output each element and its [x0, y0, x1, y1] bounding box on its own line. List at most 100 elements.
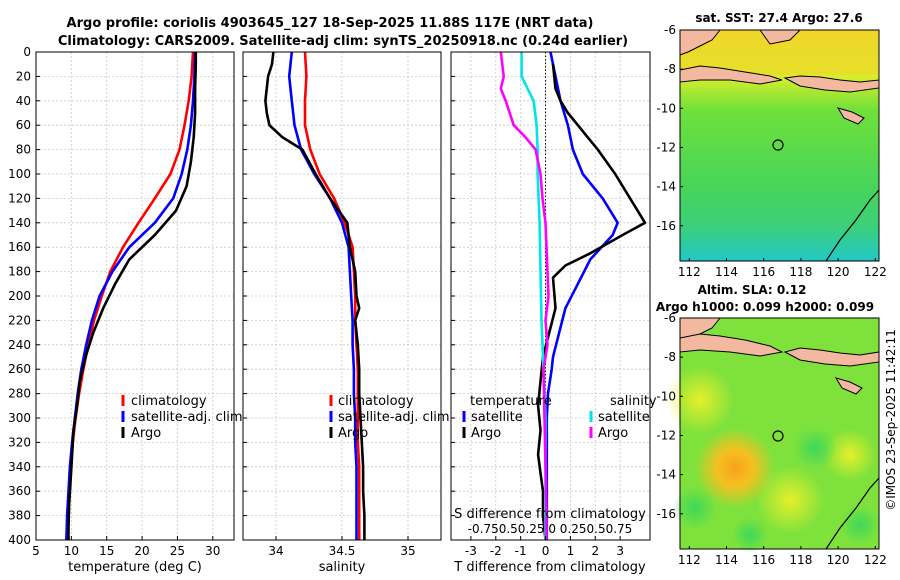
- legend-heading-temperature: temperature: [470, 394, 552, 409]
- y-tick-label: 380: [8, 509, 31, 523]
- x-tick-label: 1: [567, 544, 575, 558]
- sst-map-title: sat. SST: 27.4 Argo: 27.6: [695, 11, 862, 25]
- map-x-tick-label: 112: [678, 265, 701, 279]
- x-tick-label: -1: [515, 544, 527, 558]
- y-tick-label: 340: [8, 460, 31, 474]
- series-line-salinity-argo: [499, 51, 550, 540]
- difference-x-axis-label: T difference from climatology: [453, 560, 646, 575]
- sla-green-patch: [732, 517, 768, 553]
- series-line-temperature-argo: [536, 64, 647, 541]
- x-tick-label: 34.5: [329, 544, 356, 558]
- y-tick-label: 20: [16, 69, 31, 83]
- secondary-x-tick-labels: -0.750.50.25 0 0.250.50.75: [468, 522, 633, 536]
- salinity-legend: climatology satellite-adj. clim Argo: [329, 394, 450, 441]
- legend-label-satellite: satellite-adj. clim: [338, 410, 450, 425]
- x-tick-label: 0: [542, 544, 550, 558]
- map-y-tick-label: -6: [664, 23, 676, 37]
- legend-label-argo: Argo: [338, 426, 368, 441]
- x-tick-label: 10: [64, 544, 79, 558]
- y-tick-label: 180: [8, 265, 31, 279]
- y-tick-label: 40: [16, 94, 31, 108]
- map-y-tick-label: -10: [656, 389, 676, 403]
- series-line-argo: [67, 52, 198, 540]
- sla-green-patch: [793, 426, 837, 470]
- temperature-legend: climatology satellite-adj. clim Argo: [121, 394, 243, 441]
- secondary-x-axis-label: S difference from climatology: [454, 507, 646, 522]
- legend-label-s-satellite: satellite: [598, 410, 650, 425]
- map-x-tick-label: 118: [789, 265, 812, 279]
- sla-map-ticks: 112 114 116 118 120 122 -6 -8 -10 -12 -14 -16: [656, 311, 886, 567]
- map-y-tick-label: -12: [656, 140, 676, 154]
- sla-map-title: Altim. SLA: 0.12: [698, 283, 807, 297]
- y-tick-label: 120: [8, 191, 31, 205]
- map-x-tick-label: 120: [827, 265, 850, 279]
- salinity-profile-panel: 34 34.5 35: [242, 51, 442, 558]
- map-y-tick-label: -14: [656, 468, 676, 482]
- legend-label-climatology: climatology: [338, 394, 414, 409]
- temperature-x-axis-label: temperature (deg C): [68, 560, 202, 575]
- series-line-argo: [264, 51, 366, 540]
- legend-label-t-satellite: satellite: [471, 410, 523, 425]
- map-y-tick-label: -14: [656, 180, 676, 194]
- x-tick-label: 34: [268, 544, 283, 558]
- map-x-tick-label: 116: [752, 265, 775, 279]
- map-y-tick-label: -8: [664, 62, 676, 76]
- legend-label-s-argo: Argo: [598, 426, 628, 441]
- y-tick-label: 280: [8, 387, 31, 401]
- y-tick-label: 100: [8, 167, 31, 181]
- y-tick-label: 300: [8, 411, 31, 425]
- map-y-tick-label: -16: [656, 219, 676, 233]
- y-tick-label: 220: [8, 313, 31, 327]
- legend-label-satellite: satellite-adj. clim: [131, 410, 243, 425]
- x-tick-label: 35: [400, 544, 415, 558]
- y-tick-label: 0: [23, 45, 31, 59]
- sla-warm-eddy: [695, 428, 775, 508]
- x-tick-label: 15: [99, 544, 114, 558]
- legend-heading-salinity: salinity: [610, 394, 657, 409]
- map-y-tick-label: -10: [656, 101, 676, 115]
- sst-australia-coast: [825, 189, 880, 262]
- sla-green-patch: [840, 505, 880, 545]
- sla-australia-coast: [825, 477, 880, 550]
- x-tick-label: 5: [32, 544, 40, 558]
- map-y-tick-label: -16: [656, 507, 676, 521]
- map-y-tick-label: -12: [656, 428, 676, 442]
- legend-label-climatology: climatology: [131, 394, 207, 409]
- map-x-tick-label: 120: [827, 553, 850, 567]
- series-line-salinity-satellite: [520, 52, 547, 540]
- x-tick-label: -3: [465, 544, 477, 558]
- x-tick-label: -2: [490, 544, 502, 558]
- sla-land-java: [679, 333, 784, 357]
- sst-map-frame: [679, 29, 880, 262]
- figure-title-line1: Argo profile: coriolis 4903645_127 18-Se…: [67, 16, 594, 31]
- legend-label-argo: Argo: [131, 426, 161, 441]
- sst-argo-location-marker: [772, 139, 784, 151]
- legend-label-t-argo: Argo: [471, 426, 501, 441]
- y-tick-label: 400: [8, 533, 31, 547]
- map-x-tick-label: 122: [864, 265, 887, 279]
- sst-land-java: [679, 65, 783, 85]
- map-x-tick-label: 118: [789, 553, 812, 567]
- x-tick-label: 2: [591, 544, 599, 558]
- difference-profile-panel: -3 -2 -1 0 1 2 3: [450, 51, 651, 558]
- figure-title-line2: Climatology: CARS2009. Satellite-adj cli…: [58, 34, 628, 49]
- x-tick-label: 3: [616, 544, 624, 558]
- y-tick-label: 240: [8, 338, 31, 352]
- x-tick-label: 20: [134, 544, 149, 558]
- salinity-x-axis-label: salinity: [319, 560, 366, 575]
- y-tick-label: 80: [16, 143, 31, 157]
- sla-argo-location-marker: [772, 430, 784, 442]
- map-x-tick-label: 114: [715, 553, 738, 567]
- y-tick-label: 260: [8, 362, 31, 376]
- x-tick-label: 30: [205, 544, 220, 558]
- map-x-tick-label: 116: [752, 553, 775, 567]
- map-y-tick-label: -8: [664, 350, 676, 364]
- y-tick-label: 160: [8, 240, 31, 254]
- sst-map-ticks: 112 114 116 118 120 122 -6 -8 -10 -12 -14 -16: [656, 23, 886, 279]
- y-tick-label: 140: [8, 216, 31, 230]
- sla-green-patch: [673, 486, 717, 530]
- y-tick-label: 60: [16, 118, 31, 132]
- y-tick-label: 360: [8, 484, 31, 498]
- copyright-timestamp: ©IMOS 23-Sep-2025 11:42:11: [884, 329, 898, 511]
